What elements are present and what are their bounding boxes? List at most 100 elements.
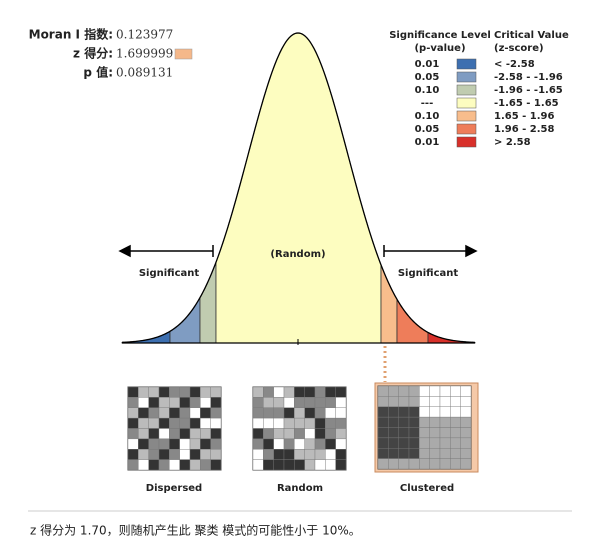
map-cell [388,396,399,407]
map-cell [169,438,180,450]
map-cell [189,459,201,471]
stat-label: z 得分: [73,46,113,61]
map-cell [138,438,149,450]
map-cell [252,438,264,450]
map-cell [377,416,389,428]
map-cell [377,448,389,459]
map-cell [408,396,420,407]
map-cell [210,428,222,440]
map-cell [377,385,389,397]
map-cell [439,396,451,407]
legend-p: 0.05 [415,124,440,135]
map-cell [325,397,336,408]
arrows [118,244,478,258]
map-cell [158,438,170,450]
map-cell [335,459,347,471]
curve-band [380,264,398,344]
map-cell [439,437,451,449]
map-cell [138,407,149,419]
map-cell [283,459,295,471]
map-cell [158,407,170,419]
map-cell [148,428,160,440]
map-cell [439,385,451,397]
map-cell [169,417,180,429]
map-cell [127,386,139,398]
map-cell [439,448,451,459]
legend-z: > 2.58 [494,137,531,148]
map-cell [429,448,441,459]
map-cell [408,427,420,439]
map-cell [138,428,149,440]
map-cell [200,449,211,460]
map-cell [189,428,201,440]
map-cell [252,449,264,460]
stat-label: p 值: [83,65,113,80]
map-cell [335,386,347,398]
maps [127,385,472,471]
map-cell [127,407,139,419]
map-cell [408,385,420,397]
map-cell [304,397,316,408]
legend-swatch [456,84,477,96]
map-cell [325,407,336,419]
map-cell [439,416,451,428]
map-cell [335,417,347,429]
map-cell [263,417,274,429]
map-cell [179,449,191,460]
map-cell [325,459,336,471]
legend-swatch [456,123,477,135]
map-cell [210,438,222,450]
map-cell [210,407,222,419]
map-cell [419,406,430,418]
map-cell [127,397,139,408]
map-cell [148,449,160,460]
map-cell [179,438,191,450]
map-cell [283,386,295,398]
map-cell [273,386,285,398]
map-cell [283,428,295,440]
map-cell [398,427,410,439]
map-cell [314,438,326,450]
map-cell [439,458,451,470]
map-cell [179,459,191,471]
legend-swatch [456,71,477,83]
map-cell [273,438,285,450]
legend-p: 0.10 [415,111,440,122]
legend-title: (p-value) [414,43,465,54]
map-cell [314,417,326,429]
map-cell [189,438,201,450]
map-cell [138,449,149,460]
map-cell [408,437,420,449]
map-cell [408,448,420,459]
map-cell [304,449,316,460]
map-cell [429,427,441,439]
map-cell [263,438,274,450]
map-cell [314,407,326,419]
map-cell [450,396,461,407]
map-cell [127,438,139,450]
map-cell [210,386,222,398]
map-cell [314,397,326,408]
map-cell [263,449,274,460]
legend-swatch [456,97,477,109]
map-cell [294,438,305,450]
map-cell [252,386,264,398]
map-cell [127,428,139,440]
map-cell [460,427,472,439]
map-cell [189,407,201,419]
map-cell [460,448,472,459]
map-cell [335,449,347,460]
map-cell [398,385,410,397]
legend-z: 1.96 - 2.58 [494,124,555,135]
map-cell [294,386,305,398]
map-cell [294,407,305,419]
legend-p: 0.01 [415,59,440,70]
map-cell [210,397,222,408]
map-cell [148,407,160,419]
map-cell [138,459,149,471]
map-cell [408,458,420,470]
map-cell [189,449,201,460]
map-cell [388,437,399,449]
map-cell [138,397,149,408]
